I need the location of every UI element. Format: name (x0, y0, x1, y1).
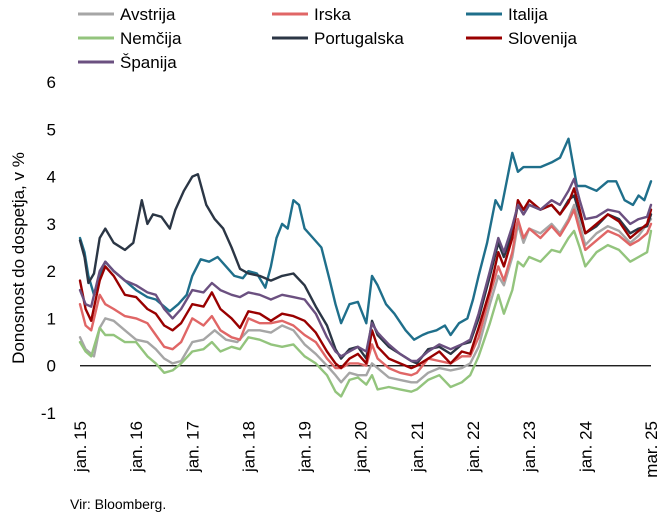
y-tick-label: 3 (47, 215, 56, 234)
legend-label: Avstrija (120, 5, 176, 24)
y-tick-label: -1 (41, 404, 56, 423)
source-note: Vir: Bloomberg. (70, 496, 166, 512)
x-tick-label: jan. 19 (296, 421, 315, 473)
legend-label: Španija (120, 53, 177, 72)
series-line-5 (78, 187, 653, 370)
y-tick-label: 6 (47, 73, 56, 92)
x-tick-label: jan. 21 (408, 421, 427, 473)
x-tick-label: jan. 23 (520, 421, 539, 473)
x-axis: jan. 15 jan. 16 jan. 17 jan. 18 jan. 19 jan. … (71, 421, 661, 478)
series-lines (78, 137, 653, 398)
y-axis: -1 0 1 2 3 4 5 6 (41, 73, 56, 423)
x-tick-label: mar. 25 (642, 421, 661, 478)
x-tick-label: jan. 20 (352, 421, 371, 473)
y-tick-label: 0 (47, 357, 56, 376)
y-tick-label: 1 (47, 309, 56, 328)
y-tick-label: 5 (47, 120, 56, 139)
legend-label: Portugalska (314, 29, 404, 48)
x-tick-label: jan. 22 (464, 421, 483, 473)
series-line-0 (78, 203, 653, 384)
series-line-1 (78, 208, 653, 377)
legend-label: Irska (314, 5, 351, 24)
y-tick-label: 4 (47, 168, 56, 187)
legend-item: Slovenija (466, 29, 578, 48)
series-line-3 (78, 229, 653, 398)
series-line-2 (78, 137, 653, 341)
legend-item: Nemčija (78, 29, 182, 48)
legend: Avstrija Irska Italija Nemčija Portugalska Sl… (78, 5, 578, 72)
y-tick-label: 2 (47, 262, 56, 281)
legend-label: Italija (508, 5, 548, 24)
y-axis-title: Donosnost do dospetja, v % (9, 152, 28, 364)
legend-item: Irska (272, 5, 351, 24)
legend-label: Slovenija (508, 29, 578, 48)
x-tick-label: jan. 18 (239, 421, 258, 473)
legend-item: Španija (78, 53, 177, 72)
legend-item: Portugalska (272, 29, 404, 48)
series-line-6 (78, 177, 653, 363)
x-tick-label: jan. 17 (183, 421, 202, 473)
x-tick-label: jan. 24 (576, 421, 595, 473)
x-tick-label: jan. 15 (71, 421, 90, 473)
legend-item: Avstrija (78, 5, 176, 24)
series-line-4 (78, 173, 653, 365)
legend-label: Nemčija (120, 29, 182, 48)
legend-item: Italija (466, 5, 548, 24)
x-tick-label: jan. 16 (127, 421, 146, 473)
